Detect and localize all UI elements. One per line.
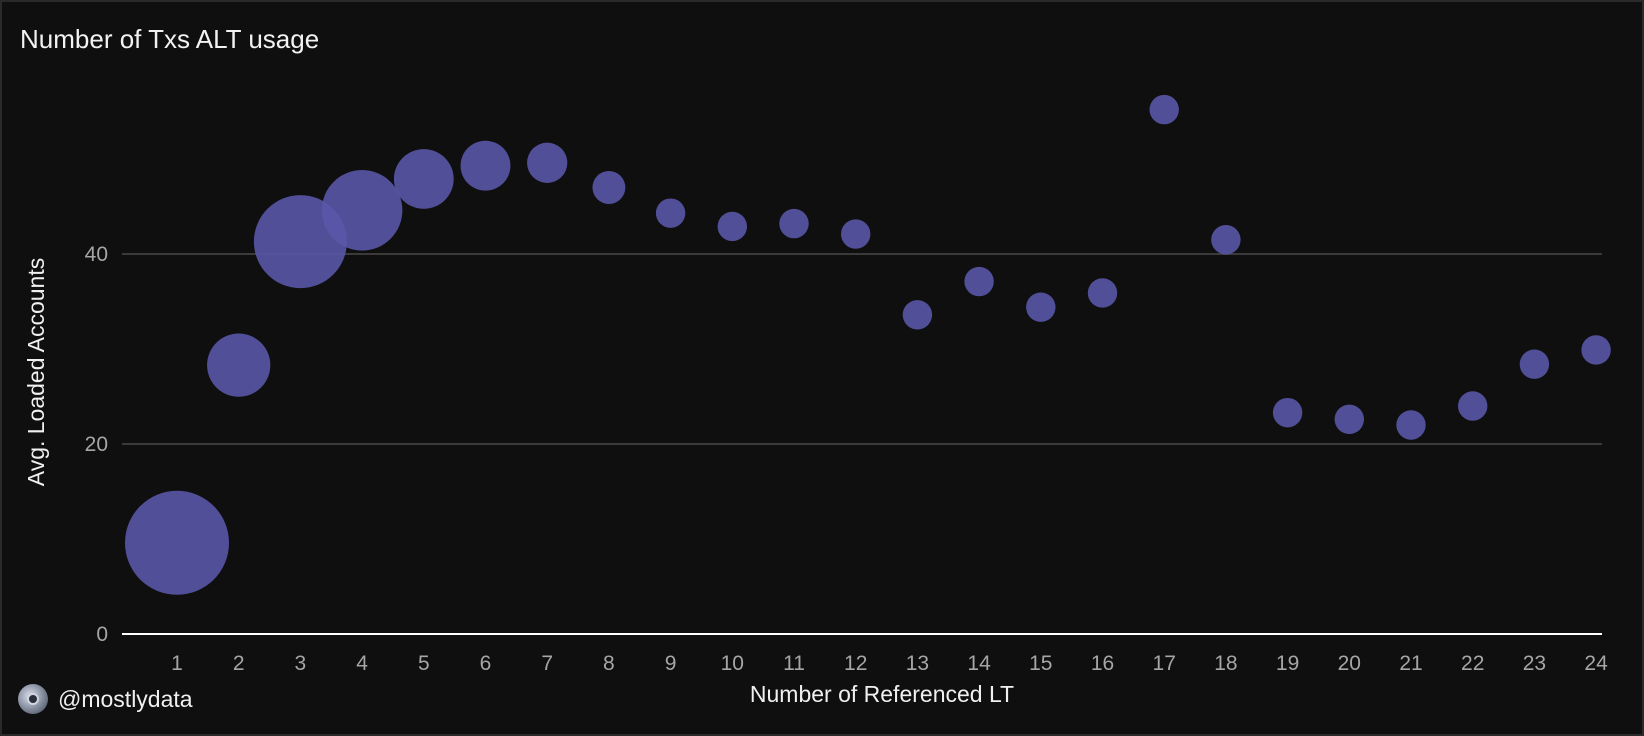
data-point-11[interactable] xyxy=(779,208,809,239)
data-point-20[interactable] xyxy=(1334,404,1365,435)
data-point-8[interactable] xyxy=(592,171,626,204)
x-tick-label-8: 8 xyxy=(603,652,615,675)
x-tick-label-5: 5 xyxy=(418,652,430,675)
x-axis-title: Number of Referenced LT xyxy=(750,681,1014,707)
y-axis-ticks: 0 20 40 xyxy=(85,243,108,646)
y-tick-label-40: 40 xyxy=(85,243,108,266)
data-point-13[interactable] xyxy=(902,300,933,330)
data-point-22[interactable] xyxy=(1457,391,1488,421)
x-tick-label-16: 16 xyxy=(1091,652,1114,675)
data-point-9[interactable] xyxy=(655,198,686,228)
x-tick-label-21: 21 xyxy=(1399,652,1422,675)
data-point-15[interactable] xyxy=(1026,292,1056,322)
data-point-19[interactable] xyxy=(1272,397,1303,428)
x-tick-label-11: 11 xyxy=(783,652,805,675)
bubble-series xyxy=(125,94,1611,595)
x-tick-label-14: 14 xyxy=(967,652,991,675)
x-tick-label-10: 10 xyxy=(721,652,744,675)
x-tick-label-4: 4 xyxy=(356,652,368,675)
data-point-12[interactable] xyxy=(840,219,871,249)
y-axis-title: Avg. Loaded Accounts xyxy=(23,258,49,486)
x-axis-ticks: 1 2 3 4 5 6 7 8 9 10 11 12 13 14 15 16 17 18 19 20 21 22 23 24 xyxy=(171,652,1608,675)
footer: @mostlydata xyxy=(18,684,193,714)
avatar-icon xyxy=(18,684,48,714)
x-tick-label-17: 17 xyxy=(1153,652,1176,675)
x-tick-label-6: 6 xyxy=(480,652,492,675)
x-tick-label-18: 18 xyxy=(1214,652,1237,675)
data-point-2[interactable] xyxy=(207,333,271,397)
x-tick-label-1: 1 xyxy=(171,652,183,675)
x-tick-label-19: 19 xyxy=(1276,652,1299,675)
data-point-18[interactable] xyxy=(1211,225,1241,255)
x-tick-label-7: 7 xyxy=(541,652,553,675)
data-point-10[interactable] xyxy=(717,211,748,242)
data-point-16[interactable] xyxy=(1087,278,1118,308)
x-tick-label-3: 3 xyxy=(295,652,307,675)
data-point-1[interactable] xyxy=(125,490,229,595)
x-tick-label-24: 24 xyxy=(1584,652,1608,675)
x-tick-label-12: 12 xyxy=(844,652,867,675)
y-tick-label-0: 0 xyxy=(96,623,108,646)
x-tick-label-13: 13 xyxy=(906,652,929,675)
x-tick-label-9: 9 xyxy=(665,652,677,675)
data-point-14[interactable] xyxy=(964,266,994,297)
data-point-7[interactable] xyxy=(527,142,568,183)
data-point-21[interactable] xyxy=(1396,410,1426,440)
data-point-24[interactable] xyxy=(1581,335,1611,365)
chart-title: Number of Txs ALT usage xyxy=(20,24,320,54)
data-point-4[interactable] xyxy=(321,170,403,251)
x-tick-label-20: 20 xyxy=(1338,652,1361,675)
x-tick-label-2: 2 xyxy=(233,652,245,675)
y-tick-label-20: 20 xyxy=(85,433,108,456)
x-tick-label-15: 15 xyxy=(1029,652,1052,675)
x-tick-label-23: 23 xyxy=(1523,652,1546,675)
x-tick-label-22: 22 xyxy=(1461,652,1484,675)
author-handle: @mostlydata xyxy=(58,685,193,712)
data-point-23[interactable] xyxy=(1519,349,1550,379)
data-point-17[interactable] xyxy=(1149,94,1179,125)
grid-lines xyxy=(122,253,1602,445)
data-point-5[interactable] xyxy=(393,149,454,209)
data-point-6[interactable] xyxy=(460,140,511,191)
